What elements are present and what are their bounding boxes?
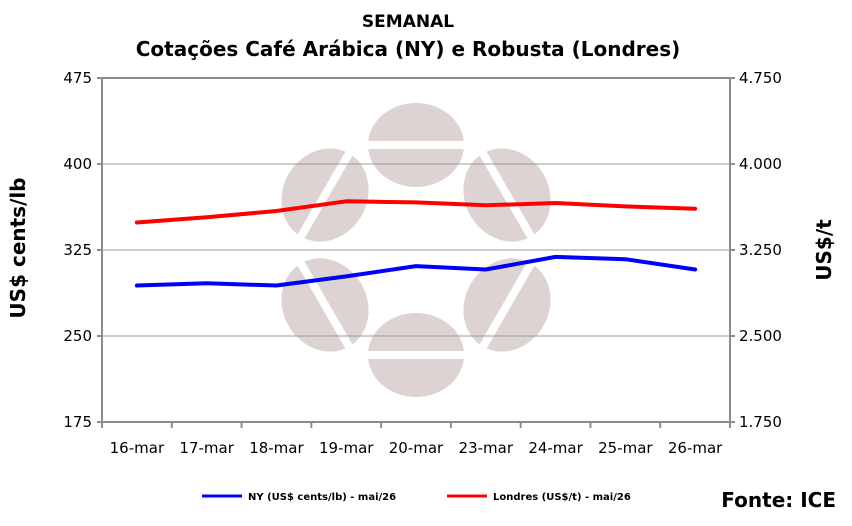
source-note: Fonte: ICE (721, 488, 836, 512)
left-axis-title: US$ cents/lb (6, 177, 30, 318)
chart-title: SEMANAL (361, 12, 455, 32)
right-tick-label: 2.500 (739, 327, 782, 345)
right-tick-label: 4.000 (739, 155, 782, 173)
x-tick-label: 26-mar (668, 439, 723, 457)
left-tick-label: 475 (63, 69, 92, 87)
x-tick-label: 24-mar (528, 439, 583, 457)
legend: NY (US$ cents/lb) - mai/26 Londres (US$/… (202, 492, 631, 503)
right-tick-label: 1.750 (739, 413, 782, 431)
gridlines (102, 163, 730, 337)
chart-subtitle: Cotações Café Arábica (NY) e Robusta (Lo… (135, 37, 681, 61)
x-tick-label: 18-mar (249, 439, 304, 457)
right-tick-label: 4.750 (739, 69, 782, 87)
legend-label-ny: NY (US$ cents/lb) - mai/26 (248, 492, 396, 503)
x-tick-label: 16-mar (110, 439, 165, 457)
left-axis-ticks: 475 400 325 250 175 (63, 69, 102, 431)
x-tick-label: 20-mar (389, 439, 444, 457)
left-tick-label: 325 (63, 241, 92, 259)
left-tick-label: 400 (63, 155, 92, 173)
left-tick-label: 250 (63, 327, 92, 345)
x-tick-label: 23-mar (459, 439, 514, 457)
x-axis-ticks: 16-mar 17-mar 18-mar 19-mar 20-mar 23-mar 24-m… (101, 422, 731, 457)
x-tick-label: 25-mar (598, 439, 653, 457)
right-tick-label: 3.250 (739, 241, 782, 259)
legend-label-londres: Londres (US$/t) - mai/26 (493, 492, 631, 503)
right-axis-title: US$/t (812, 219, 836, 281)
x-tick-label: 19-mar (319, 439, 374, 457)
left-tick-label: 175 (63, 413, 92, 431)
right-axis-ticks: 4.750 4.000 3.250 2.500 1.750 (730, 69, 782, 431)
series-line-londres (134, 199, 698, 225)
series-line-ny (134, 254, 698, 288)
series-lines (134, 199, 698, 288)
x-tick-label: 17-mar (179, 439, 234, 457)
